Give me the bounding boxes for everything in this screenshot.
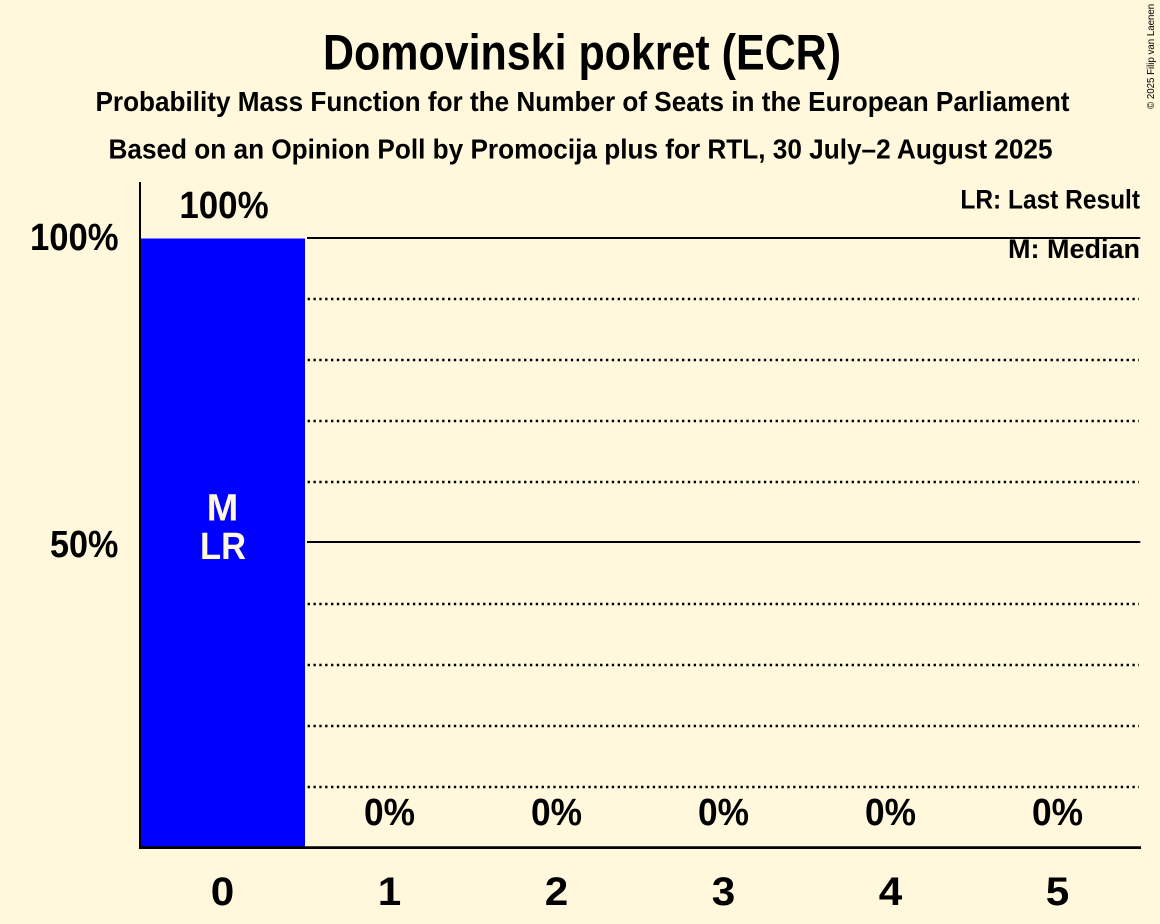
svg-text:M: Median: M: Median: [1008, 234, 1140, 264]
svg-text:M: M: [207, 487, 239, 529]
svg-text:0%: 0%: [698, 792, 749, 834]
svg-text:0%: 0%: [531, 792, 582, 834]
svg-text:0: 0: [211, 870, 235, 914]
svg-text:0%: 0%: [865, 792, 916, 834]
svg-text:© 2025 Filip van Laenen: © 2025 Filip van Laenen: [1146, 4, 1157, 109]
svg-text:Based on an Opinion Poll by Pr: Based on an Opinion Poll by Promocija pl…: [109, 133, 1053, 164]
svg-text:5: 5: [1046, 870, 1070, 914]
svg-text:0%: 0%: [364, 792, 415, 834]
svg-text:LR: Last Result: LR: Last Result: [960, 185, 1140, 215]
svg-text:0%: 0%: [1032, 792, 1083, 834]
svg-text:4: 4: [879, 870, 903, 914]
svg-text:100%: 100%: [179, 185, 268, 227]
svg-text:100%: 100%: [30, 217, 119, 259]
svg-text:Domovinski pokret (ECR): Domovinski pokret (ECR): [323, 24, 841, 80]
svg-text:50%: 50%: [50, 524, 118, 566]
svg-text:1: 1: [378, 870, 402, 914]
svg-text:3: 3: [712, 870, 736, 914]
svg-text:Probability Mass Function for: Probability Mass Function for the Number…: [96, 86, 1070, 117]
svg-text:2: 2: [545, 870, 569, 914]
svg-text:LR: LR: [200, 526, 246, 568]
